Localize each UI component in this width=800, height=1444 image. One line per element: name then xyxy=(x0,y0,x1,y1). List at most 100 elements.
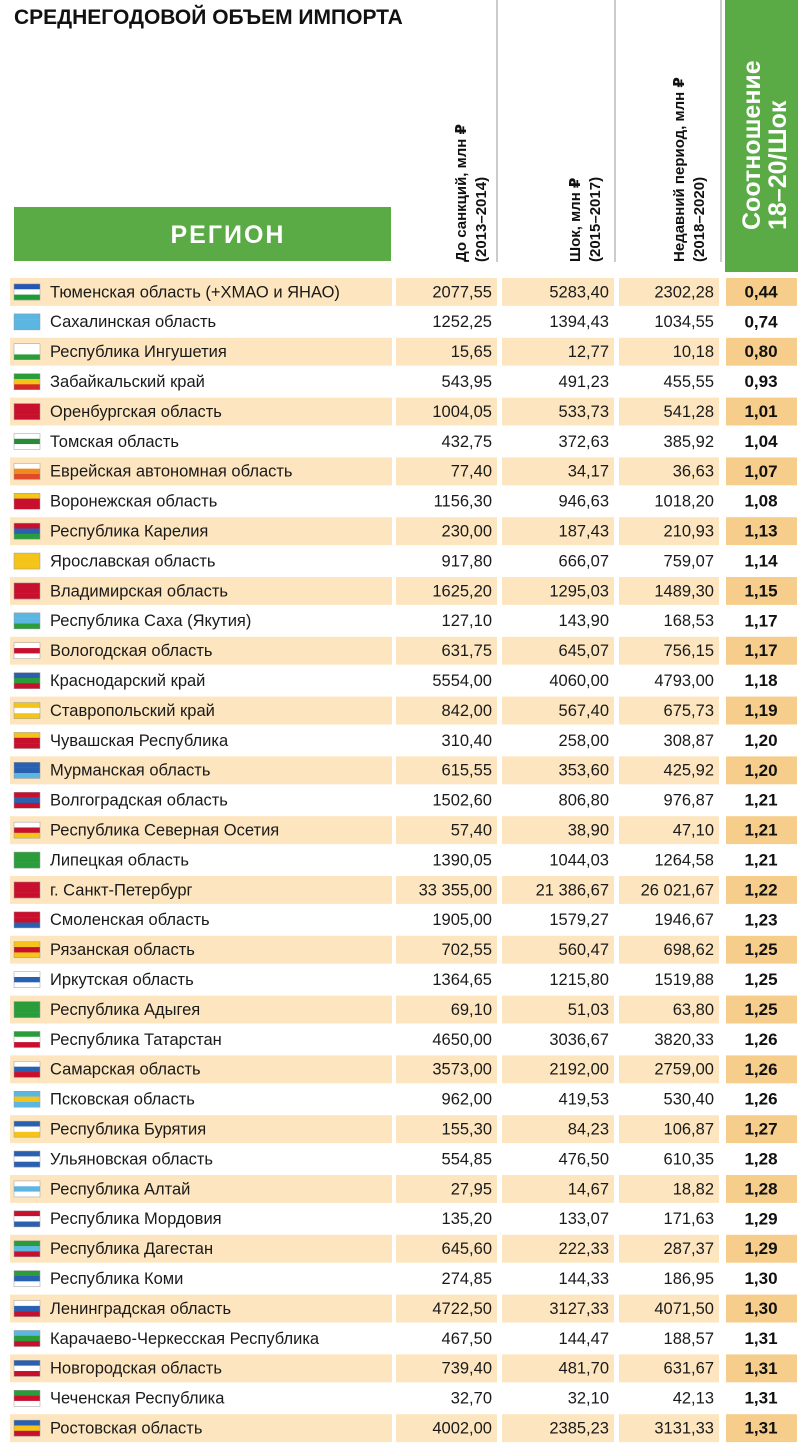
ratio-band xyxy=(726,337,797,366)
ratio-band xyxy=(726,517,797,546)
region-name: Республика Коми xyxy=(50,1270,183,1288)
flag-stripe xyxy=(14,582,40,589)
region-name: Воронежская область xyxy=(50,493,217,511)
value-cell: 127,10 xyxy=(442,612,492,630)
region-name: Ленинградская область xyxy=(50,1300,231,1318)
value-cell: 1502,60 xyxy=(432,792,492,810)
row-band xyxy=(502,1354,614,1383)
flag-stripe xyxy=(14,677,40,684)
value-cell: 1034,55 xyxy=(654,313,714,331)
flag-stripe xyxy=(14,947,40,953)
value-cell: 1252,25 xyxy=(432,313,492,331)
row-band xyxy=(502,1294,614,1323)
column-header: Шок, млн ₽ xyxy=(567,178,584,262)
column-header: (2018–2020) xyxy=(691,177,708,262)
row-band xyxy=(10,517,392,546)
ratio-cell: 1,31 xyxy=(744,1389,777,1408)
ratio-band xyxy=(726,696,797,725)
row-band xyxy=(619,278,719,306)
row-band xyxy=(10,397,392,426)
row-band xyxy=(502,756,614,785)
value-cell: 806,80 xyxy=(559,792,609,810)
ratio-cell: 1,31 xyxy=(744,1359,777,1378)
ratio-cell: 1,26 xyxy=(744,1090,777,1109)
flag-stripe xyxy=(14,862,40,869)
row-band xyxy=(619,1354,719,1383)
flag-border xyxy=(13,612,41,630)
value-cell: 51,03 xyxy=(568,1001,609,1019)
ratio-band xyxy=(726,1055,797,1084)
flag-stripe xyxy=(14,857,40,863)
value-cell: 1489,30 xyxy=(654,582,714,600)
value-cell: 946,63 xyxy=(559,493,609,511)
ratio-band xyxy=(726,1234,797,1263)
value-cell: 222,33 xyxy=(559,1240,609,1258)
flag-stripe xyxy=(14,1425,40,1432)
value-cell: 1215,80 xyxy=(549,971,609,989)
row-band xyxy=(396,517,497,546)
ratio-cell: 1,18 xyxy=(744,671,777,690)
region-name: Ярославская область xyxy=(50,552,216,570)
region-name: Ульяновская область xyxy=(50,1150,213,1168)
value-cell: 47,10 xyxy=(673,822,714,840)
region-name: Рязанская область xyxy=(50,941,195,959)
row-band xyxy=(619,876,719,904)
value-cell: 702,55 xyxy=(442,941,492,959)
flag-border xyxy=(13,522,41,540)
ratio-band xyxy=(726,547,797,575)
flag-stripe xyxy=(14,713,40,719)
value-cell: 567,40 xyxy=(559,702,609,720)
region-name: Владимирская область xyxy=(50,582,228,600)
flag-stripe xyxy=(14,623,40,630)
row-band xyxy=(396,1414,497,1443)
row-band xyxy=(619,1055,719,1084)
ratio-cell: 1,04 xyxy=(744,432,778,451)
row-band xyxy=(502,278,614,306)
value-cell: 258,00 xyxy=(559,732,609,750)
row-band xyxy=(619,457,719,486)
flag-stripe xyxy=(14,563,40,570)
ratio-band xyxy=(726,876,797,904)
ratio-cell: 1,25 xyxy=(744,970,777,989)
ratio-band xyxy=(726,995,797,1024)
ratio-band xyxy=(726,397,797,426)
row-band xyxy=(396,995,497,1024)
ratio-header: Соотношение xyxy=(738,60,766,230)
flag-border xyxy=(13,911,41,929)
ratio-cell: 1,25 xyxy=(744,940,777,959)
flag-stripe xyxy=(14,408,40,415)
row-band xyxy=(502,1175,614,1203)
flag-border xyxy=(13,582,41,600)
region-name: Республика Татарстан xyxy=(50,1031,222,1049)
flag-stripe xyxy=(14,1371,40,1377)
flag-stripe xyxy=(14,593,40,600)
value-cell: 38,90 xyxy=(568,822,609,840)
region-name: Оренбургская область xyxy=(50,403,222,421)
row-band xyxy=(619,756,719,785)
ratio-cell: 1,27 xyxy=(744,1120,777,1139)
ratio-cell: 1,15 xyxy=(744,581,777,600)
flag-stripe xyxy=(14,822,40,828)
value-cell: 481,70 xyxy=(559,1360,609,1378)
ratio-cell: 1,31 xyxy=(744,1419,777,1438)
row-band xyxy=(619,517,719,546)
region-name: Томская область xyxy=(50,433,179,451)
value-cell: 554,85 xyxy=(442,1150,492,1168)
flag-stripe xyxy=(14,881,40,888)
ratio-cell: 1,13 xyxy=(744,522,777,541)
region-name: Липецкая область xyxy=(50,851,189,869)
region-name: Республика Дагестан xyxy=(50,1240,213,1258)
value-cell: 2192,00 xyxy=(549,1061,609,1079)
row-band xyxy=(396,337,497,366)
value-cell: 1264,58 xyxy=(654,851,714,869)
flag-stripe xyxy=(14,343,40,350)
flag-stripe xyxy=(14,1330,40,1336)
row-band xyxy=(396,278,497,306)
flag-stripe xyxy=(14,319,40,325)
flag-stripe xyxy=(14,1365,40,1372)
flag-border xyxy=(13,1180,41,1198)
flag-stripe xyxy=(14,384,40,390)
flag-stripe xyxy=(14,324,40,331)
region-name: Мурманская область xyxy=(50,762,210,780)
flag-stripe xyxy=(14,1042,40,1048)
